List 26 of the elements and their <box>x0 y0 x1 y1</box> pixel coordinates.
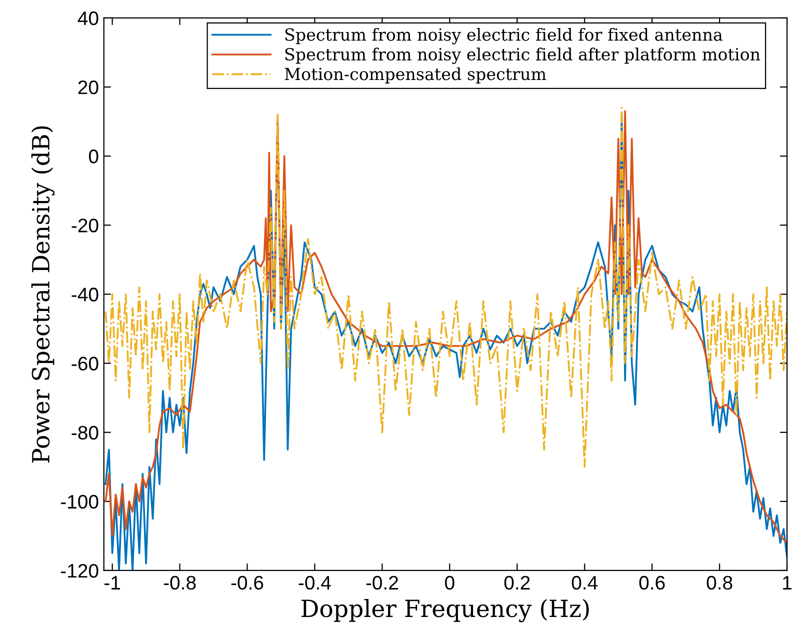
y-tick-label: -40 <box>72 288 98 302</box>
x-tick-label: -1 <box>104 576 120 590</box>
x-tick-label: 0.2 <box>504 576 530 590</box>
x-tick-label: -0.6 <box>231 576 264 590</box>
x-tick-label: 0.4 <box>572 576 598 590</box>
y-tick-label: -120 <box>60 564 98 578</box>
x-tick-label: 1 <box>783 576 792 590</box>
x-tick-label: 0.8 <box>706 576 732 590</box>
y-tick-label: -20 <box>72 218 98 232</box>
y-axis-title: Power Spectral Density (dB) <box>31 126 55 463</box>
x-tick-label: -0.4 <box>298 576 331 590</box>
y-tick-label: 20 <box>78 80 98 94</box>
x-tick-label: -0.8 <box>164 576 196 590</box>
legend-label: Spectrum from noisy electric field after platform motion <box>285 48 760 64</box>
x-axis-title: Doppler Frequency (Hz) <box>302 599 589 622</box>
y-tick-label: 0 <box>88 150 98 164</box>
x-tick-label: 0.6 <box>639 576 665 590</box>
legend-label: Spectrum from noisy electric field for fixed antenna <box>285 28 722 44</box>
legend-label: Motion-compensated spectrum <box>284 67 546 84</box>
y-tick-label: -60 <box>72 356 98 371</box>
line-series <box>104 106 788 468</box>
y-tick-label: 40 <box>78 11 98 26</box>
x-tick-label: -0.2 <box>366 576 398 590</box>
y-tick-label: -100 <box>60 494 98 509</box>
y-tick-label: -80 <box>72 426 98 440</box>
x-tick-label: 0 <box>445 576 454 590</box>
